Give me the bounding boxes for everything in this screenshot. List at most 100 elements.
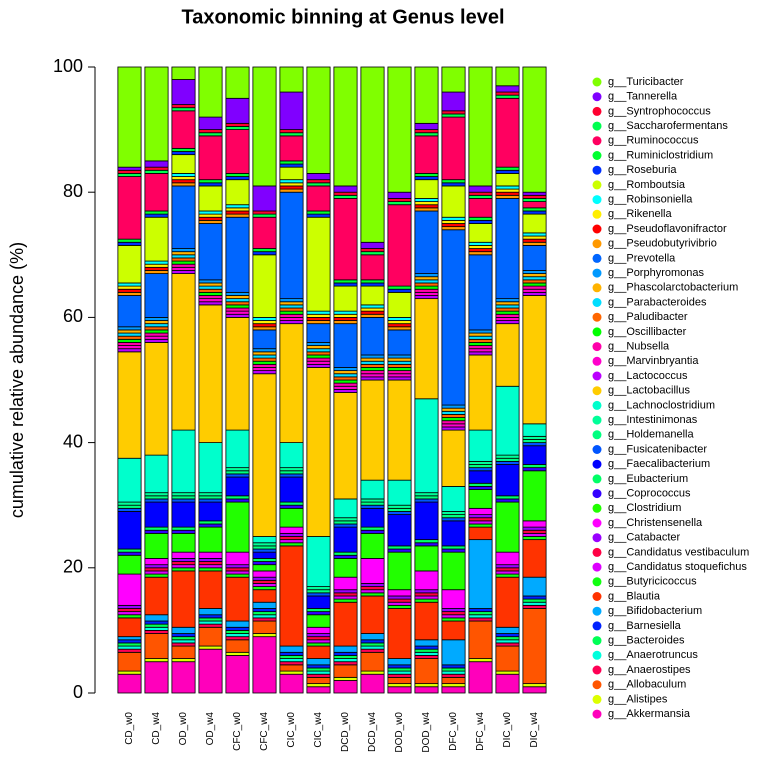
bar-segment [441, 664, 466, 669]
bar-segment [225, 204, 250, 209]
bar-segment [468, 245, 493, 249]
bar-segment [414, 598, 439, 603]
bar-segment [522, 288, 547, 293]
x-tick-label: CIC_w4 [313, 712, 324, 748]
bar-segment [495, 551, 520, 566]
bar-segment [225, 129, 250, 174]
bar-segment [117, 288, 142, 293]
bar-segment [522, 295, 547, 425]
bar-segment [468, 464, 493, 469]
bar-segment [144, 266, 169, 271]
bar-segment [468, 194, 493, 199]
bar-segment [252, 351, 277, 356]
bar-segment [117, 342, 142, 346]
bar-segment [360, 313, 385, 318]
bar-segment [387, 545, 412, 550]
bar-segment [144, 323, 169, 328]
bar-segment [279, 545, 304, 647]
bar-segment [252, 254, 277, 318]
bar-segment [360, 357, 385, 362]
bar-segment [306, 683, 331, 688]
bar-segment [198, 129, 223, 134]
legend-label: g__Marvinbryantia [608, 355, 699, 367]
legend-label: g__Syntrophococcus [608, 105, 711, 117]
bar-segment [441, 614, 466, 619]
bar-segment [144, 532, 169, 559]
legend-marker [592, 253, 602, 263]
bar-segment [360, 360, 385, 365]
legend-marker [592, 239, 602, 249]
bar-segment [306, 367, 331, 537]
bar-segment [144, 270, 169, 274]
bar-segment [387, 379, 412, 481]
bar-segment [279, 673, 304, 694]
bar-segment [306, 357, 331, 362]
bar-segment [495, 188, 520, 193]
bar-segment [306, 642, 331, 647]
bar-segment [414, 210, 439, 274]
legend-label: g__Lactococcus [608, 370, 688, 382]
bar-segment [360, 479, 385, 500]
bar-segment [225, 570, 250, 575]
legend-marker [592, 312, 602, 322]
bar-segment [117, 326, 142, 331]
bar-segment [306, 323, 331, 343]
bar-segment [387, 548, 412, 553]
bar-segment [468, 345, 493, 350]
legend-marker [592, 430, 602, 440]
legend-label: g__Robinsoniella [608, 194, 693, 206]
bar-segment [387, 326, 412, 331]
bar-segment [333, 379, 358, 384]
bar-segment [414, 276, 439, 281]
bar-segment [279, 182, 304, 187]
bar-segment [252, 357, 277, 362]
bar-segment [198, 279, 223, 284]
y-tick-label: 20 [63, 557, 83, 577]
bar-segment [414, 288, 439, 293]
bar-segment [333, 191, 358, 196]
legend-marker [592, 151, 602, 160]
bar-segment [333, 589, 358, 594]
bar-segment [414, 273, 439, 278]
bar-segment [333, 285, 358, 312]
legend-marker [592, 694, 602, 704]
bar-segment [252, 320, 277, 325]
legend-marker [592, 386, 602, 396]
bar-segment [441, 417, 466, 422]
bar-segment [225, 576, 250, 622]
bar-segment [333, 598, 358, 603]
bar-segment [225, 216, 250, 293]
bar-segment [171, 270, 196, 274]
bar-segment [468, 185, 493, 193]
legend-marker [592, 195, 602, 205]
bar-segment [468, 523, 493, 528]
bar-segment [360, 66, 385, 243]
bar-segment [117, 285, 142, 290]
bar-segment [468, 520, 493, 525]
bar-segment [252, 617, 277, 622]
bar-segment [468, 608, 493, 613]
bar-segment [306, 614, 331, 628]
bar-segment [306, 633, 331, 638]
bar-segment [495, 97, 520, 168]
bar-segment [279, 539, 304, 544]
bar-segment [252, 323, 277, 328]
bar-segment [198, 620, 223, 625]
bar-segment [198, 116, 223, 131]
bar-segment [441, 589, 466, 609]
bar-segment [225, 176, 250, 181]
y-tick-label: 0 [73, 682, 83, 702]
bar-segment [495, 198, 520, 300]
bar-segment [522, 194, 547, 199]
bar-segment [198, 66, 223, 118]
bar-segment [522, 238, 547, 243]
bar-segment [198, 182, 223, 187]
bar-segment [144, 173, 169, 212]
bar-segment [468, 539, 493, 609]
bar-segment [144, 332, 169, 337]
bar-segment [522, 604, 547, 609]
bar-segment [468, 223, 493, 243]
bar-segment [279, 542, 304, 547]
bar-segment [522, 207, 547, 212]
bar-segment [171, 501, 196, 528]
